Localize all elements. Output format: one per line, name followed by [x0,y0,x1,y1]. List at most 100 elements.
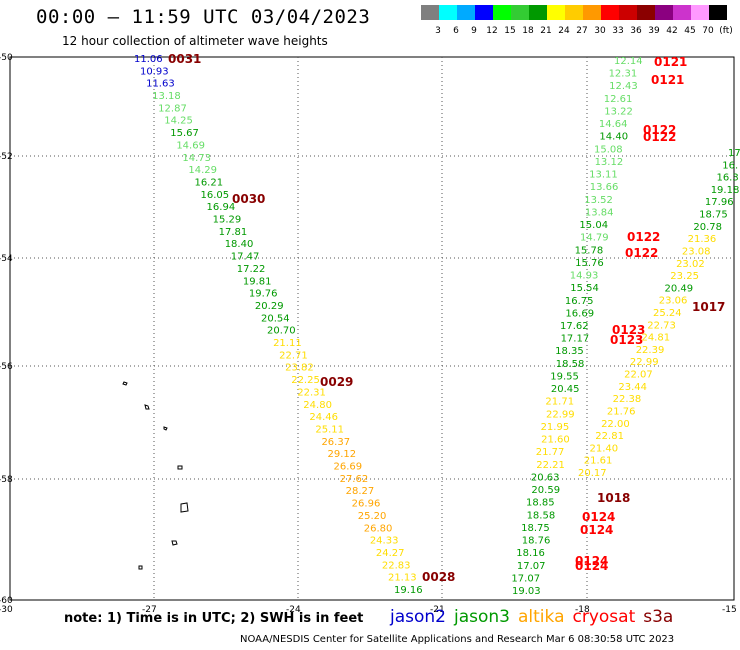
wave-height-value: 21.36 [688,234,717,245]
color-scale-label: 33 [612,26,624,36]
footer-credit: NOAA/NESDIS Center for Satellite Applica… [240,634,675,645]
wave-height-value: 20.54 [261,313,290,324]
color-scale-label: 27 [576,26,588,36]
wave-height-value: 21.95 [541,422,570,433]
wave-height-value: 15.04 [579,220,608,231]
wave-height-value: 14.25 [164,116,193,127]
wave-height-value: 22.07 [624,370,653,381]
island-outline [177,465,183,470]
pass-time-label: 0124 [575,554,608,568]
color-scale-swatch [691,5,709,20]
lon-tick-label: -15 [722,605,737,615]
wave-height-value: 12.61 [604,94,633,105]
wave-height-value: 15.78 [575,245,604,256]
wave-height-value: 22.71 [279,350,308,361]
lon-tick-label: -24 [286,605,301,615]
pass-time-label: 0122 [627,230,660,244]
color-scale-swatch [547,5,565,20]
wave-height-value: 16.94 [207,202,236,213]
color-scale-label: 39 [648,26,660,36]
wave-height-value: 26.80 [364,523,393,534]
island-outline [171,540,178,546]
wave-height-value: 21.61 [584,456,613,467]
wave-height-value: 20.29 [255,301,284,312]
wave-height-value: 21.77 [536,447,565,458]
wave-height-value: 24.33 [370,536,399,547]
wave-height-value: 21.60 [541,435,570,446]
wave-height-value: 22.99 [630,357,659,368]
wave-height-value: 18.75 [521,523,550,534]
wave-height-value: 17.07 [517,561,546,572]
wave-height-value: 19.76 [249,289,278,300]
wave-height-value: 29.12 [327,449,356,460]
lat-tick-label: -56 [0,362,13,372]
wave-height-value: 14.93 [570,271,599,282]
wave-height-value: 20.70 [267,326,296,337]
color-scale-swatch [493,5,511,20]
wave-height-value: 21.76 [607,406,636,417]
wave-height-value: 13.66 [590,182,619,193]
wave-height-value: 17.81 [219,227,248,238]
wave-height-value: 24.46 [309,412,338,423]
color-scale-label: 3 [435,26,441,36]
legend-entry-altika: altika [518,607,565,627]
lon-tick-label: -21 [430,605,445,615]
wave-height-value: 23.25 [670,271,699,282]
island-outline [163,426,168,431]
pass-time-label: 0031 [168,52,201,66]
wave-height-value: 18.85 [526,498,555,509]
wave-height-value: 21.11 [273,338,302,349]
lon-tick-label: -27 [142,605,157,615]
lat-tick-label: -54 [0,254,13,264]
wave-height-value: 20.49 [665,283,694,294]
wave-height-value: 20.17 [578,468,607,479]
wave-height-value: 14.73 [182,153,211,164]
wave-height-value: 17.07 [511,573,540,584]
wave-height-value: 18.75 [699,210,728,221]
wave-height-value: 23.44 [618,382,647,393]
color-scale-swatch [583,5,601,20]
wave-height-value: 26.37 [321,437,350,448]
wave-height-value: 18.58 [556,359,585,370]
wave-height-value: 23.08 [682,246,711,257]
page-subtitle: 12 hour collection of altimeter wave hei… [62,34,328,48]
wave-height-value: 18.58 [527,510,556,521]
wave-height-value: 13.52 [584,195,613,206]
island-outline [122,381,128,386]
wave-height-value: 11.63 [146,79,175,90]
island-outline [180,502,189,513]
pass-time-label: 0029 [320,375,353,389]
color-scale-swatch [511,5,529,20]
color-scale-label: 18 [522,26,534,36]
legend-entry-s3a: s3a [643,607,674,627]
wave-height-value: 23.06 [659,296,688,307]
color-scale-label: 24 [558,26,570,36]
wave-height-value: 16. [722,160,738,171]
wave-height-value: 14.79 [580,233,609,244]
wave-height-value: 15.29 [213,215,242,226]
wave-height-value: 12.31 [609,69,638,80]
wave-height-value: 26.69 [334,462,363,473]
wave-height-value: 19.16 [394,585,423,596]
satellite-legend: jason2 jason3 altika cryosat s3a [390,607,681,627]
legend-entry-cryosat: cryosat [572,607,636,627]
pass-time-label: 0123 [610,333,643,347]
color-scale-label: 12 [486,26,498,36]
wave-height-value: 22.21 [536,460,565,471]
wave-height-value: 13.11 [589,170,618,181]
wave-height-value: 16.3 [716,173,738,184]
wave-height-value: 18.16 [516,548,545,559]
color-scale-label: 15 [504,26,516,36]
wave-height-value: 18.35 [555,346,584,357]
wave-height-value: 19.81 [243,276,272,287]
wave-height-value: 13.12 [595,157,624,168]
wave-height-value: 15.54 [570,283,599,294]
color-scale-label: 6 [453,26,459,36]
island-outline [138,565,143,570]
wave-height-value: 23.02 [676,259,705,270]
wave-height-value: 22.38 [613,394,642,405]
lat-tick-label: -60 [0,596,13,606]
wave-height-value: 22.83 [382,560,411,571]
